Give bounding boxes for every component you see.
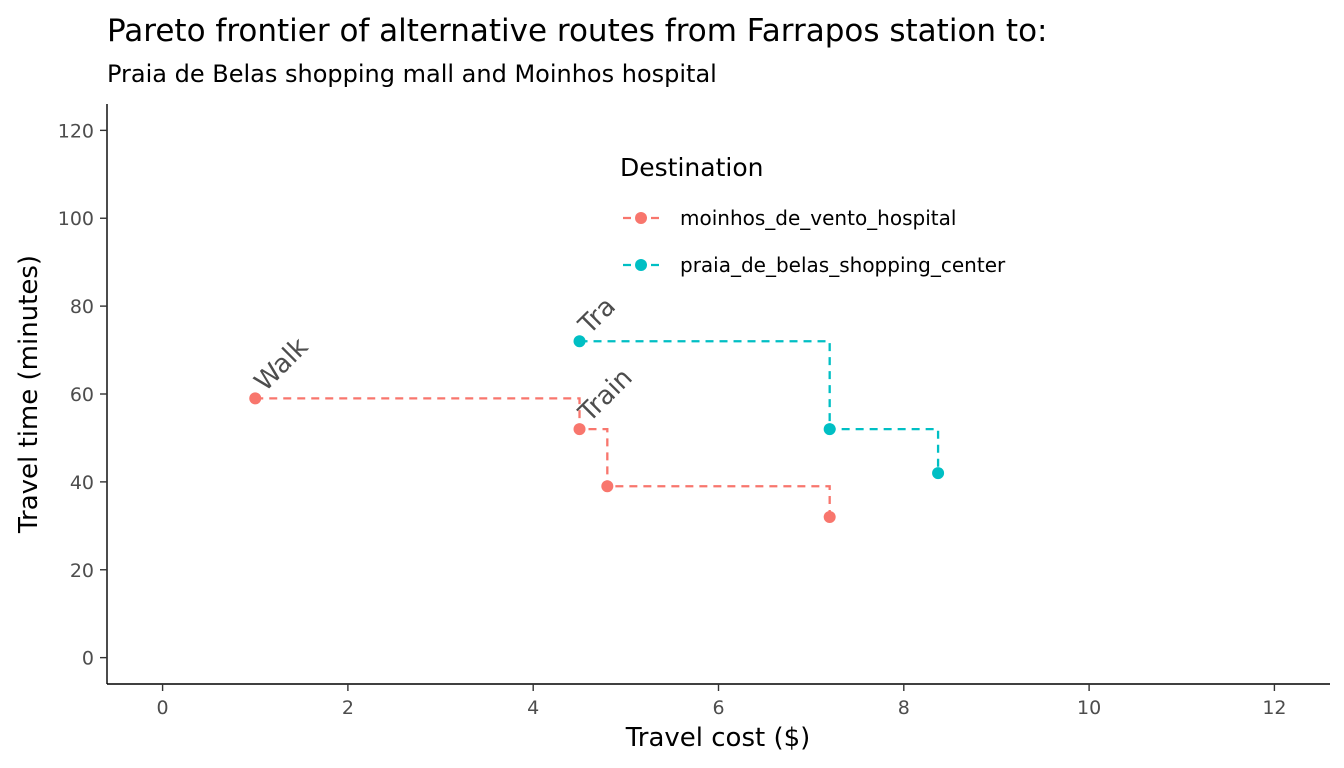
x-axis-title: Travel cost ($) [625,723,811,753]
chart-subtitle: Praia de Belas shopping mall and Moinhos… [107,60,717,88]
data-point-moinhos_de_vento_hospital [823,511,836,524]
legend-key-point [635,212,647,224]
y-tick-label: 120 [58,120,94,142]
series-line-praia_de_belas_shopping_center [579,340,940,474]
y-tick-label: 40 [70,472,94,494]
legend: Destination moinhos_de_vento_hospitalpra… [620,153,1006,277]
y-tick-label: 100 [58,208,94,230]
legend-label: moinhos_de_vento_hospital [680,206,956,230]
data-point-praia_de_belas_shopping_center [573,335,586,348]
x-tick-label: 10 [1077,697,1101,719]
x-axis: 0 2 4 6 8 10 12 [157,684,1287,719]
y-tick-label: 80 [70,296,94,318]
x-tick-label: 12 [1262,697,1286,719]
y-axis-title: Travel time (minutes) [14,255,44,534]
annotation-label: Walk [249,332,314,397]
x-tick-label: 4 [527,697,539,719]
y-tick-label: 20 [70,560,94,582]
y-tick-label: 60 [70,384,94,406]
legend-label: praia_de_belas_shopping_center [680,253,1006,277]
x-tick-label: 2 [342,697,354,719]
x-tick-label: 6 [712,697,724,719]
y-axis: 0 20 40 60 80 100 120 [58,120,107,670]
x-tick-label: 8 [898,697,910,719]
y-tick-label: 0 [82,648,94,670]
data-point-praia_de_belas_shopping_center [823,423,836,436]
chart-title: Pareto frontier of alternative routes fr… [107,13,1047,49]
data-point-moinhos_de_vento_hospital [249,392,262,405]
data-point-praia_de_belas_shopping_center [932,467,945,480]
data-point-moinhos_de_vento_hospital [601,480,614,493]
x-tick-label: 0 [157,697,169,719]
data-point-moinhos_de_vento_hospital [573,423,586,436]
plot-area: Walk Train Tra [249,292,945,524]
annotation-label: Train [573,363,639,429]
series-line-moinhos_de_vento_hospital [255,397,831,518]
annotation-label: Tra [573,292,622,341]
legend-key-point [635,259,647,271]
legend-title: Destination [620,153,763,182]
series-layer: Walk Train Tra [249,292,945,524]
